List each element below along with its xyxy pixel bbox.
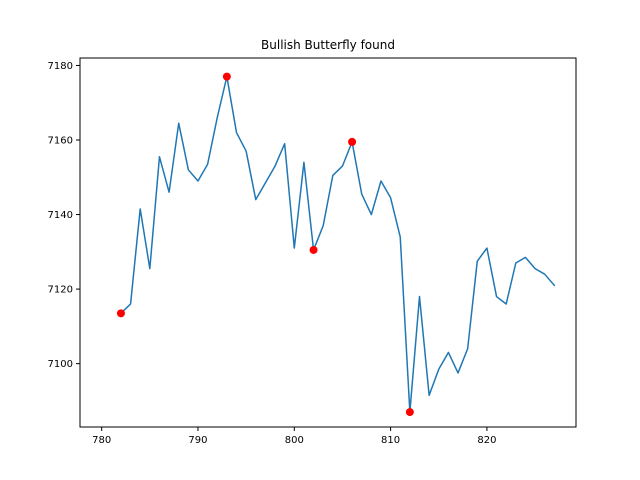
y-tick-label: 7180 <box>48 61 73 72</box>
series-line-0 <box>119 75 556 413</box>
y-tick-label: 7100 <box>48 359 73 370</box>
y-axis: 7100 7120 7140 7160 7180 <box>48 61 80 370</box>
x-tick-label: 790 <box>188 435 207 446</box>
x-tick-label: 800 <box>285 435 304 446</box>
y-tick-label: 7120 <box>48 285 73 296</box>
x-axis: 780 790 800 810 820 <box>92 427 496 446</box>
x-tick-label: 810 <box>381 435 400 446</box>
marker-layer <box>116 72 414 417</box>
x-tick-label: 780 <box>92 435 111 446</box>
y-tick-label: 7160 <box>48 136 73 147</box>
pattern-point-marker <box>116 309 125 318</box>
series-layer <box>119 75 556 413</box>
pattern-point-marker <box>222 72 231 81</box>
y-tick-label: 7140 <box>48 210 73 221</box>
axes-frame <box>79 57 577 428</box>
chart-title: Bullish Butterfly found <box>261 38 395 52</box>
plot-area <box>80 58 576 427</box>
x-tick-label: 820 <box>477 435 496 446</box>
pattern-point-marker <box>348 137 357 146</box>
pattern-point-marker <box>405 408 414 417</box>
pattern-point-marker <box>309 245 318 254</box>
